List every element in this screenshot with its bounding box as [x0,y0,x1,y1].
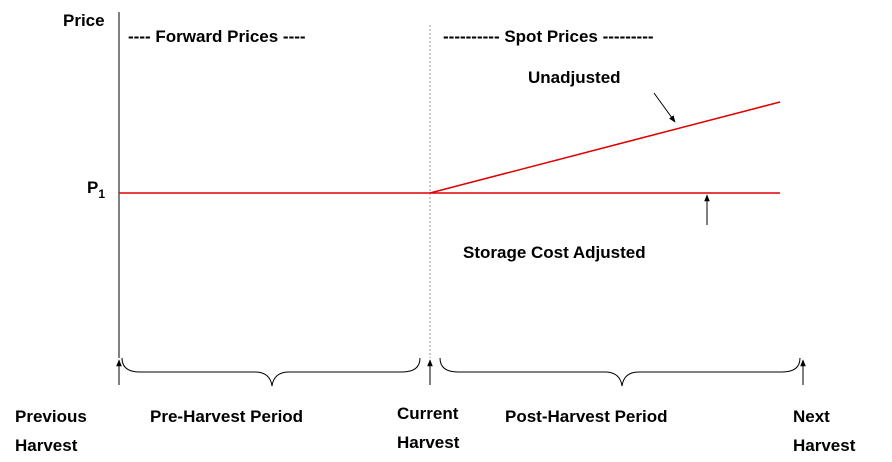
period-label: Post-Harvest Period [505,407,668,426]
line-label: Unadjusted [528,68,621,87]
time-label: Previous [15,407,87,426]
period-label: Pre-Harvest Period [150,407,303,426]
brace [439,357,801,387]
time-label: Harvest [397,433,460,452]
time-label: Harvest [793,436,856,455]
line-label: Storage Cost Adjusted [463,243,646,262]
unadjusted-line [429,101,781,194]
unadjusted-arrow [653,92,676,123]
p1-sub: 1 [98,187,105,201]
y-label: Price [63,11,105,30]
time-label: Next [793,407,830,426]
p1-main: P [87,178,98,197]
time-label: Harvest [15,436,78,455]
p1-label: P1 [87,178,105,201]
region-label: ---------- Spot Prices --------- [443,27,654,46]
region-label: ---- Forward Prices ---- [128,27,306,46]
time-label: Current [397,404,459,423]
brace [121,357,421,387]
